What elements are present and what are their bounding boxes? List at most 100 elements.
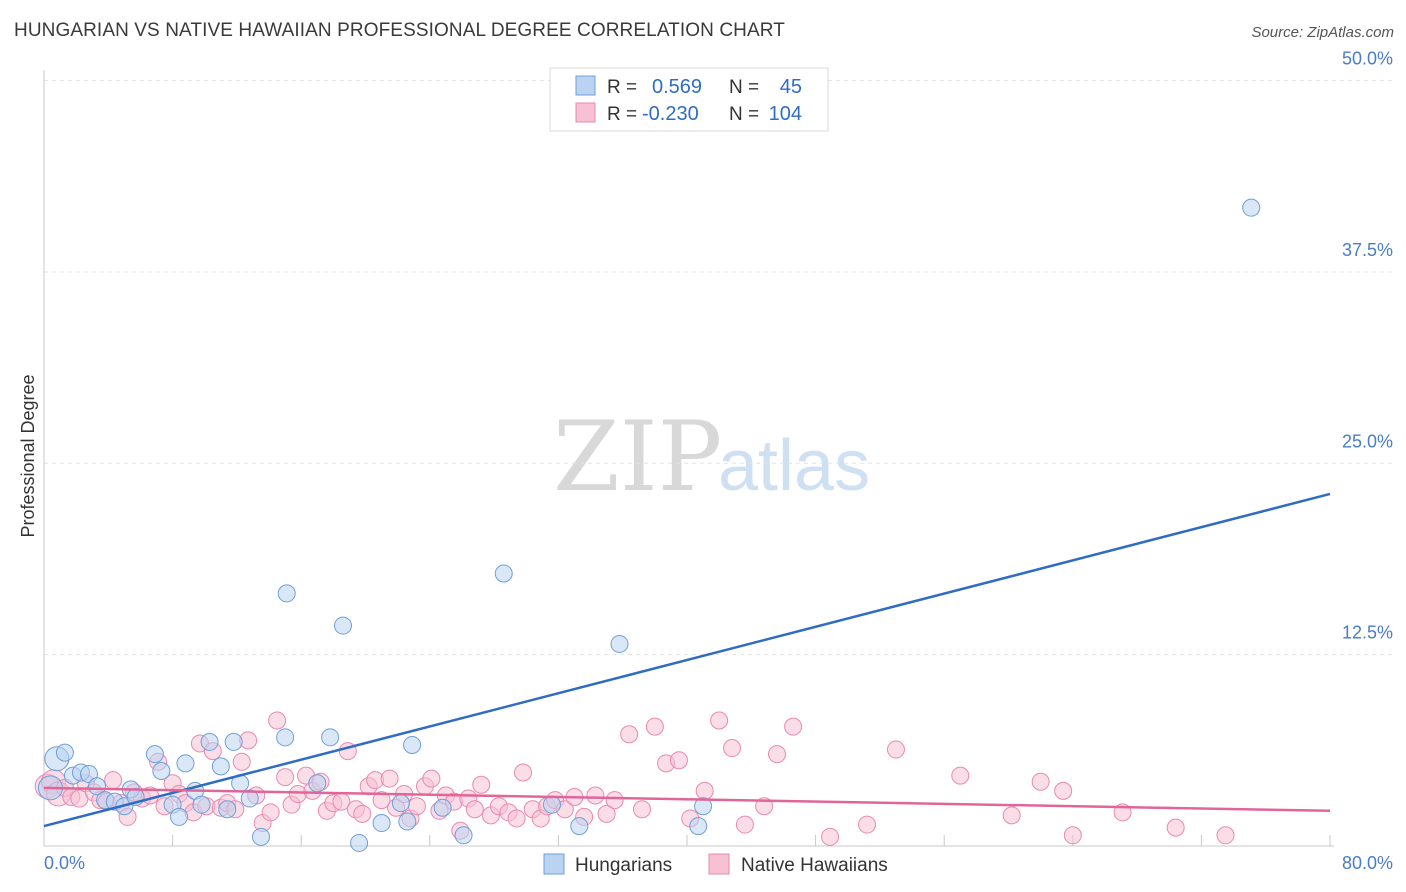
native-hawaiian-point bbox=[723, 739, 742, 758]
hungarian-point bbox=[689, 817, 708, 836]
watermark-zip: ZIP bbox=[553, 401, 722, 513]
hungarian-point bbox=[277, 584, 296, 603]
legend-top-swatch-pink bbox=[575, 102, 596, 123]
hungarian-point bbox=[55, 743, 74, 762]
native-hawaiian-point bbox=[1216, 826, 1235, 845]
legend-top: R = 0.569 N = 45 R = -0.230 N = 104 bbox=[549, 67, 829, 132]
x-tick-label-min: 0.0% bbox=[44, 853, 85, 873]
native-hawaiian-point bbox=[632, 800, 651, 819]
native-hawaiian-point bbox=[886, 740, 905, 759]
hungarian-point bbox=[694, 797, 713, 816]
native-hawaiian-point bbox=[1054, 781, 1073, 800]
native-hawaiian-point bbox=[695, 781, 714, 800]
native-hawaiians-points bbox=[34, 711, 1235, 846]
native-hawaiian-point bbox=[276, 768, 295, 787]
legend-top-swatch-blue bbox=[575, 75, 596, 96]
hungarian-point bbox=[333, 616, 352, 635]
native-hawaiian-point bbox=[232, 752, 251, 771]
native-hawaiian-point bbox=[645, 717, 664, 736]
hungarian-point bbox=[570, 817, 589, 836]
native-hawaiian-point bbox=[407, 797, 426, 816]
y-tick-label: 37.5% bbox=[1342, 240, 1393, 260]
hungarian-point bbox=[218, 800, 237, 819]
native-hawaiian-point bbox=[507, 809, 526, 828]
native-hawaiian-point bbox=[380, 769, 399, 788]
native-hawaiians-trend-line bbox=[43, 786, 1331, 813]
hungarian-point bbox=[224, 732, 243, 751]
trend-lines bbox=[43, 492, 1331, 828]
legend-bottom-swatch-native-hawaiians bbox=[708, 853, 730, 875]
hungarian-point bbox=[454, 826, 473, 845]
hungarian-point bbox=[252, 827, 271, 846]
hungarian-point bbox=[350, 833, 369, 852]
native-hawaiian-point bbox=[586, 786, 605, 805]
hungarian-point bbox=[391, 794, 410, 813]
hungarian-point bbox=[276, 728, 295, 747]
source-label: Source: ZipAtlas.com bbox=[1251, 24, 1394, 41]
legend-top-box bbox=[549, 67, 829, 132]
y-axis-tick-labels: 12.5% 25.0% 37.5% 50.0% bbox=[1342, 49, 1393, 643]
hungarian-point bbox=[610, 634, 629, 653]
hungarian-point bbox=[145, 745, 164, 764]
chart-title: HUNGARIAN VS NATIVE HAWAIIAN PROFESSIONA… bbox=[14, 20, 785, 41]
native-hawaiian-point bbox=[1063, 826, 1082, 845]
legend-top-n-value-blue: 45 bbox=[780, 76, 802, 98]
native-hawaiian-point bbox=[620, 725, 639, 744]
hungarian-point bbox=[403, 735, 422, 754]
legend-top-n-label-pink: N = bbox=[729, 104, 759, 125]
legend-top-n-value-pink: 104 bbox=[769, 103, 802, 125]
native-hawaiian-point bbox=[104, 771, 123, 790]
watermark: ZIP atlas bbox=[553, 401, 870, 513]
hungarian-point bbox=[398, 812, 417, 831]
native-hawaiian-point bbox=[784, 717, 803, 736]
hungarian-point bbox=[372, 814, 391, 833]
hungarian-point bbox=[1242, 198, 1261, 217]
x-axis-tick-labels: 0.0% 80.0% bbox=[44, 853, 1393, 873]
native-hawaiian-point bbox=[372, 791, 391, 810]
native-hawaiian-point bbox=[669, 751, 688, 770]
x-axis-ticks bbox=[43, 835, 1331, 846]
legend-bottom-label-native-hawaiians: Native Hawaiians bbox=[741, 855, 888, 876]
hungarian-point bbox=[542, 795, 561, 814]
y-tick-label: 25.0% bbox=[1342, 431, 1393, 451]
grid-lines bbox=[44, 80, 1392, 656]
native-hawaiian-point bbox=[597, 804, 616, 823]
native-hawaiian-point bbox=[261, 803, 280, 822]
hungarian-point bbox=[308, 774, 327, 793]
native-hawaiian-point bbox=[1031, 772, 1050, 791]
hungarian-point bbox=[192, 795, 211, 814]
y-axis-title: Professional Degree bbox=[18, 374, 38, 537]
native-hawaiian-point bbox=[353, 804, 372, 823]
legend-bottom-swatch-hungarians bbox=[543, 853, 565, 875]
hungarian-point bbox=[176, 754, 195, 773]
native-hawaiian-point bbox=[821, 827, 840, 846]
hungarian-point bbox=[240, 789, 259, 808]
legend-top-r-label-pink: R = bbox=[607, 104, 637, 125]
legend-top-n-label-blue: N = bbox=[729, 77, 759, 98]
hungarian-point bbox=[152, 761, 171, 780]
hungarians-points bbox=[37, 198, 1261, 852]
native-hawaiian-point bbox=[1002, 806, 1021, 825]
x-tick-label-max: 80.0% bbox=[1342, 853, 1393, 873]
native-hawaiian-point bbox=[951, 766, 970, 785]
legend-top-r-value-pink: -0.230 bbox=[642, 103, 699, 125]
native-hawaiian-point bbox=[605, 791, 624, 810]
native-hawaiian-point bbox=[858, 815, 877, 834]
hungarian-point bbox=[494, 564, 513, 583]
hungarian-point bbox=[211, 757, 230, 776]
hungarian-point bbox=[321, 728, 340, 747]
watermark-atlas: atlas bbox=[718, 426, 870, 506]
native-hawaiian-point bbox=[1166, 818, 1185, 837]
native-hawaiian-point bbox=[710, 711, 729, 730]
hungarian-point bbox=[200, 732, 219, 751]
legend-top-r-label-blue: R = bbox=[607, 77, 637, 98]
hungarian-point bbox=[170, 807, 189, 826]
legend-bottom: Hungarians Native Hawaiians bbox=[543, 853, 888, 876]
hungarians-trend-line bbox=[43, 492, 1331, 828]
legend-bottom-label-hungarians: Hungarians bbox=[575, 855, 672, 876]
native-hawaiian-point bbox=[472, 775, 491, 794]
native-hawaiian-point bbox=[514, 763, 533, 782]
native-hawaiian-point bbox=[465, 800, 484, 819]
hungarian-point bbox=[88, 777, 107, 796]
